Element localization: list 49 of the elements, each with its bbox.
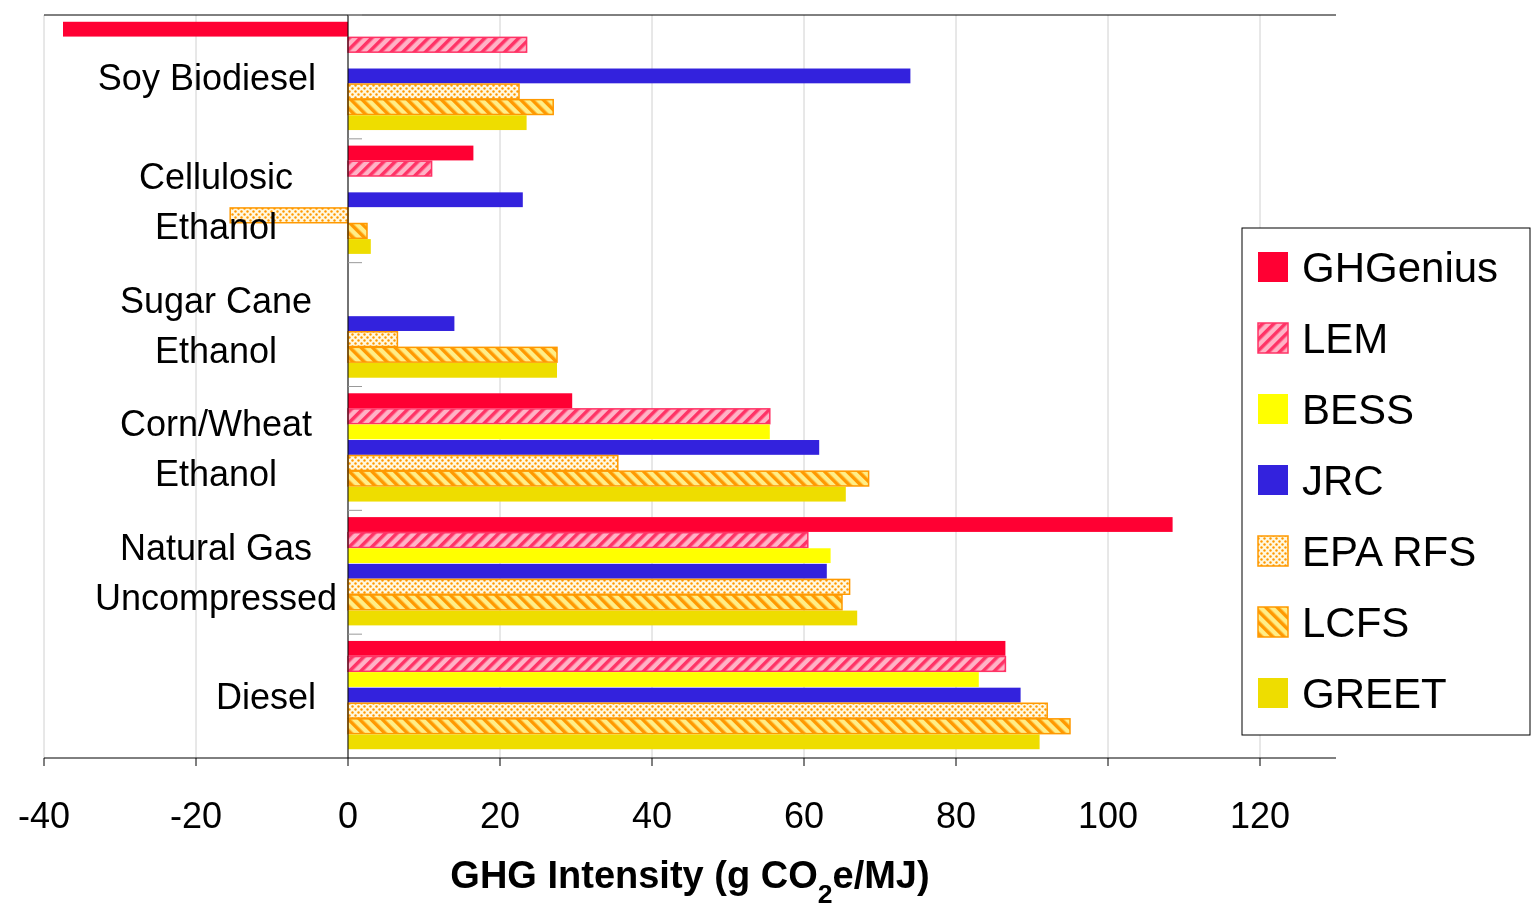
y-tick-label: Corn/Wheat Ethanol (119, 403, 313, 495)
bar (347, 408, 771, 425)
y-tick-label: Natural Gas Uncompressed (94, 527, 338, 619)
x-tick-label: 20 (479, 795, 521, 836)
legend-label: GHGenius (1302, 244, 1499, 291)
x-tick-label: 0 (337, 795, 359, 836)
legend-label: GREET (1302, 670, 1447, 717)
y-tick-label: Sugar Cane Ethanol (119, 279, 313, 371)
legend-label: EPA RFS (1302, 528, 1477, 575)
bar (348, 672, 979, 687)
bar (348, 548, 831, 564)
bar (348, 316, 455, 331)
bar (348, 486, 846, 502)
bar (63, 21, 348, 37)
x-tick-label: 60 (783, 795, 825, 836)
bar (348, 68, 911, 84)
bar (348, 563, 827, 579)
bar (348, 393, 573, 409)
y-tick-label: Soy Biodiesel (97, 56, 316, 98)
x-axis-title: GHG Intensity (g CO$_{2}$e/MJ) (450, 854, 930, 909)
bar (347, 655, 1007, 673)
bar (347, 160, 433, 177)
x-tick-label: 120 (1229, 795, 1291, 836)
x-tick-label: -20 (169, 795, 223, 836)
bar (348, 440, 820, 455)
bar (347, 36, 528, 53)
bar (348, 517, 1173, 532)
bar (348, 687, 1021, 703)
bar (348, 424, 770, 440)
bar (348, 192, 523, 208)
bar (348, 239, 371, 254)
bar (348, 362, 557, 378)
bar (348, 734, 1040, 750)
bar (348, 145, 474, 161)
bar (347, 531, 809, 549)
legend-label: BESS (1302, 386, 1415, 433)
x-tick-label: -40 (17, 795, 71, 836)
y-tick-label: Cellulosic Ethanol (138, 155, 294, 247)
bar (347, 222, 368, 240)
bar (348, 115, 527, 131)
x-tick-label: 100 (1077, 795, 1139, 836)
x-tick-label: 80 (935, 795, 977, 836)
legend-label: JRC (1302, 457, 1384, 504)
y-tick-label: Diesel (215, 676, 316, 718)
bar (348, 640, 1006, 656)
legend-label: LEM (1302, 315, 1389, 362)
x-tick-label: 40 (631, 795, 673, 836)
bar (348, 610, 858, 626)
legend-label: LCFS (1302, 599, 1410, 646)
